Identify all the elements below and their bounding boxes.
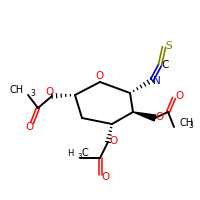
Text: O: O — [109, 136, 117, 146]
Text: 3: 3 — [188, 121, 193, 130]
Text: CH: CH — [10, 85, 24, 95]
Text: S: S — [166, 41, 172, 51]
Text: H: H — [68, 148, 74, 158]
Text: O: O — [101, 172, 109, 182]
Text: 3: 3 — [30, 88, 35, 98]
Text: O: O — [45, 87, 53, 97]
Text: O: O — [96, 71, 104, 81]
Text: O: O — [25, 122, 33, 132]
Text: 3: 3 — [77, 153, 82, 159]
Text: C: C — [161, 60, 169, 70]
Text: O: O — [156, 112, 164, 122]
Text: C: C — [81, 148, 88, 158]
Text: O: O — [175, 91, 183, 101]
Text: CH: CH — [179, 118, 193, 128]
Polygon shape — [133, 112, 156, 121]
Text: N: N — [153, 76, 161, 86]
